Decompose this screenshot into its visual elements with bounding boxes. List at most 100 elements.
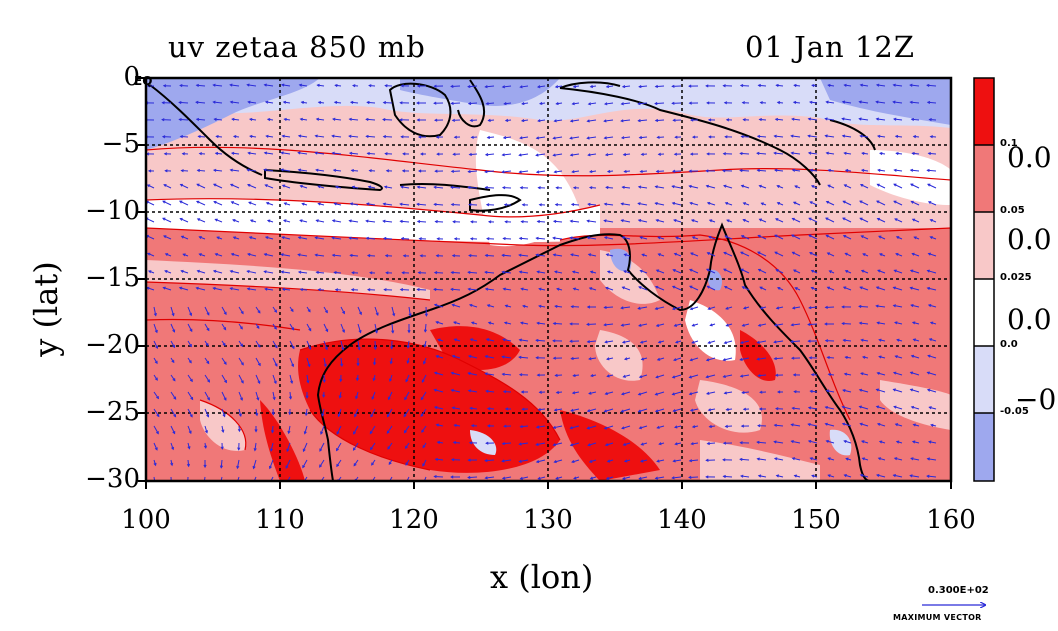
wind-vector-head (707, 340, 711, 344)
wind-vector-head (501, 355, 505, 359)
wind-vector-head (468, 203, 472, 207)
y-tick-label: −5 (101, 129, 140, 159)
wind-vector (639, 136, 648, 139)
wind-vector-head (324, 310, 328, 314)
wind-vector (153, 340, 158, 349)
wind-vector-head (603, 219, 607, 223)
wind-vector (876, 286, 886, 291)
wind-vector (284, 202, 291, 206)
wind-vector (774, 251, 784, 257)
wind-vector (808, 407, 818, 410)
wind-vector-head (419, 254, 423, 258)
wind-vector (502, 85, 512, 88)
wind-vector (319, 442, 325, 452)
wind-vector (571, 459, 580, 463)
wind-vector (248, 152, 257, 155)
wind-vector (604, 306, 614, 309)
wind-vector-head (621, 476, 626, 480)
wind-vector (321, 408, 325, 416)
wind-vector (221, 408, 226, 417)
wind-vector (451, 288, 461, 291)
wind-vector-head (705, 375, 709, 379)
wind-vector (911, 118, 920, 121)
wind-vector (371, 476, 376, 481)
wind-vector (486, 390, 495, 393)
wind-vector-head (246, 168, 250, 172)
wind-vector (692, 323, 699, 327)
wind-vector-head (179, 84, 183, 88)
wind-vector-head (433, 271, 438, 275)
equator-label: EQ (134, 74, 153, 88)
wind-vector (655, 391, 665, 396)
wind-vector-head (399, 288, 404, 292)
wind-vector-head (263, 83, 267, 87)
wind-vector-head (187, 446, 191, 450)
wind-vector (776, 474, 784, 478)
wind-vector-head (893, 183, 897, 187)
wind-vector-head (232, 236, 237, 240)
wind-vector-head (807, 422, 811, 427)
wind-vector-head (552, 219, 557, 223)
wind-vector-head (894, 355, 898, 359)
wind-vector-head (824, 305, 828, 309)
wind-vector (927, 458, 937, 461)
wind-vector-head (342, 329, 345, 333)
wind-vector-head (180, 169, 184, 173)
wind-vector-head (349, 100, 354, 105)
wind-vector (436, 355, 444, 359)
wind-vector (353, 442, 359, 451)
wind-vector-head (216, 236, 220, 240)
wind-vector-head (824, 339, 829, 343)
wind-vector-head (503, 203, 508, 207)
wind-vector-head (348, 236, 352, 240)
wind-vector-head (569, 443, 574, 447)
wind-vector-head (708, 219, 713, 223)
wind-vector-head (406, 345, 410, 349)
wind-vector-head (450, 270, 454, 275)
wind-vector-head (341, 347, 345, 351)
wind-vector-head (655, 169, 660, 173)
wind-vector-head (467, 270, 471, 275)
wind-vector-head (858, 405, 862, 409)
wind-vector-head (571, 391, 576, 395)
wind-vector-head (239, 397, 243, 401)
wind-vector (624, 170, 631, 173)
wind-vector-head (637, 219, 642, 223)
wind-vector (487, 136, 495, 139)
wind-vector-head (861, 355, 866, 359)
wind-vector (757, 458, 767, 461)
wind-vector-head (638, 375, 643, 379)
wind-vector (320, 476, 325, 481)
wind-vector-head (604, 443, 609, 447)
wind-vector-head (757, 424, 761, 428)
wind-vector-head (372, 377, 376, 382)
wind-vector (315, 236, 325, 240)
wind-vector-head (722, 358, 726, 362)
wind-vector-head (154, 329, 158, 334)
wind-vector (468, 476, 478, 479)
wind-vector (264, 253, 274, 257)
wind-vector-head (519, 424, 523, 429)
wind-vector (407, 340, 410, 348)
wind-vector-head (673, 252, 678, 256)
wind-vector (162, 200, 172, 206)
wind-vector (674, 323, 682, 327)
wind-vector (366, 203, 376, 206)
wind-vector-head (367, 288, 371, 292)
wind-vector-head (586, 426, 590, 430)
wind-vector-head (793, 83, 797, 88)
wind-vector (254, 442, 257, 451)
wind-vector (485, 476, 495, 479)
wind-vector-head (929, 236, 933, 240)
wind-vector (928, 201, 937, 206)
wind-vector-head (913, 236, 917, 240)
wind-vector (896, 236, 903, 240)
wind-vector (859, 322, 869, 325)
wind-vector (170, 391, 177, 400)
wind-vector-head (671, 169, 676, 173)
wind-vector (334, 271, 342, 274)
wind-vector (451, 203, 461, 206)
wind-vector-head (405, 462, 409, 466)
wind-vector-head (706, 201, 711, 205)
wind-vector (877, 218, 886, 223)
